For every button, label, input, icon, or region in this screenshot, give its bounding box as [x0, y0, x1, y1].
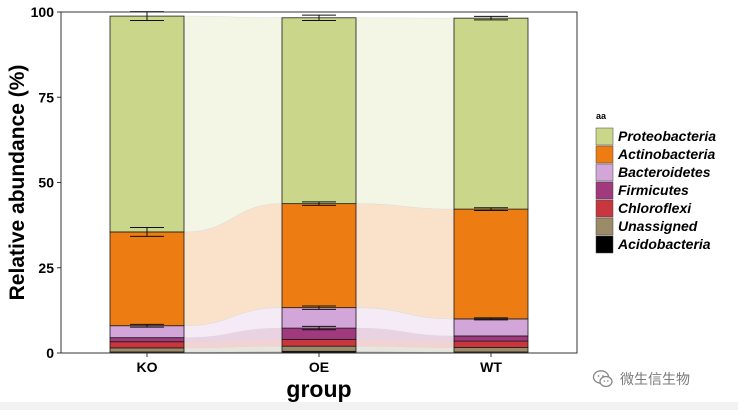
- x-tick-label-wt: WT: [480, 359, 502, 375]
- bar-oe-actinobacteria: [281, 203, 357, 309]
- alluvial-flows: [183, 15, 455, 354]
- bottom-strip: [0, 402, 738, 410]
- errorbar-oe-firmicutes: [302, 325, 336, 331]
- x-axis: KO OE WT: [137, 353, 502, 375]
- legend-swatch-bacteroidetes: [595, 163, 614, 182]
- errorbar-oe-actinobacteria: [302, 201, 336, 206]
- legend-swatch-firmicutes: [595, 181, 614, 200]
- legend-label-proteobacteria: Proteobacteria: [618, 128, 716, 144]
- errorbar-wt-proteobacteria: [474, 15, 508, 21]
- x-tick-label-oe: OE: [309, 359, 329, 375]
- bar-ko-firmicutes: [109, 337, 185, 343]
- bar-ko-actinobacteria: [109, 231, 185, 327]
- legend-label-unassigned: Unassigned: [618, 218, 698, 234]
- bar-oe-bacteroidetes: [281, 307, 357, 329]
- bars: [109, 15, 529, 354]
- y-axis: 0 25 50 75 100: [31, 4, 61, 361]
- legend-swatch-unassigned: [595, 217, 614, 236]
- legend-label-actinobacteria: Actinobacteria: [617, 146, 715, 162]
- legend-swatch-actinobacteria: [595, 145, 614, 164]
- watermark-text: 微生信生物: [620, 372, 690, 388]
- wechat-icon: [592, 370, 613, 388]
- y-tick-label-100: 100: [31, 4, 55, 20]
- legend-label-chloroflexi: Chloroflexi: [618, 200, 692, 216]
- bar-ko-unassigned: [109, 347, 185, 353]
- errorbar-ko-actinobacteria: [130, 227, 164, 237]
- legend-label-bacteroidetes: Bacteroidetes: [618, 164, 711, 180]
- bar-wt-firmicutes: [453, 335, 529, 342]
- y-tick-label-25: 25: [38, 260, 54, 276]
- errorbar-ko-bacteroidetes: [130, 323, 164, 328]
- y-tick-label-50: 50: [38, 175, 54, 191]
- legend-title: aa: [596, 111, 607, 121]
- bar-oe-proteobacteria: [281, 17, 357, 205]
- watermark: 微生信生物: [592, 368, 690, 390]
- bar-wt-proteobacteria: [453, 17, 529, 210]
- bar-oe-unassigned: [281, 345, 357, 352]
- bar-ko-proteobacteria: [109, 15, 185, 233]
- y-tick-label-0: 0: [46, 345, 54, 361]
- bar-wt-unassigned: [453, 347, 529, 353]
- bar-ko-chloroflexi: [109, 341, 185, 349]
- bar-oe-chloroflexi: [281, 338, 357, 347]
- errorbar-wt-bacteroidetes: [474, 317, 508, 321]
- flow-actinobacteria-oe-wt: [355, 203, 455, 320]
- legend-swatch-proteobacteria: [595, 127, 614, 146]
- bar-wt-chloroflexi: [453, 340, 529, 348]
- errorbar-wt-actinobacteria: [474, 207, 508, 211]
- legend-swatch-chloroflexi: [595, 199, 614, 218]
- legend-label-acidobacteria: Acidobacteria: [617, 236, 711, 252]
- errorbar-oe-proteobacteria: [302, 14, 336, 22]
- flow-proteobacteria-oe-wt: [355, 17, 455, 210]
- errorbar-oe-bacteroidetes: [302, 305, 336, 310]
- x-tick-label-ko: KO: [137, 359, 158, 375]
- bar-wt-actinobacteria: [453, 208, 529, 320]
- legend-swatch-acidobacteria: [595, 235, 614, 254]
- x-axis-title: group: [286, 376, 351, 402]
- y-tick-label-75: 75: [38, 89, 54, 105]
- flow-proteobacteria-ko-oe: [183, 15, 283, 233]
- legend-label-firmicutes: Firmicutes: [618, 182, 689, 198]
- y-axis-title: Relative abundance (%): [6, 65, 29, 301]
- legend: aa Proteobacteria Actinobacteria Bacteroide…: [595, 111, 716, 254]
- bar-wt-bacteroidetes: [453, 318, 529, 337]
